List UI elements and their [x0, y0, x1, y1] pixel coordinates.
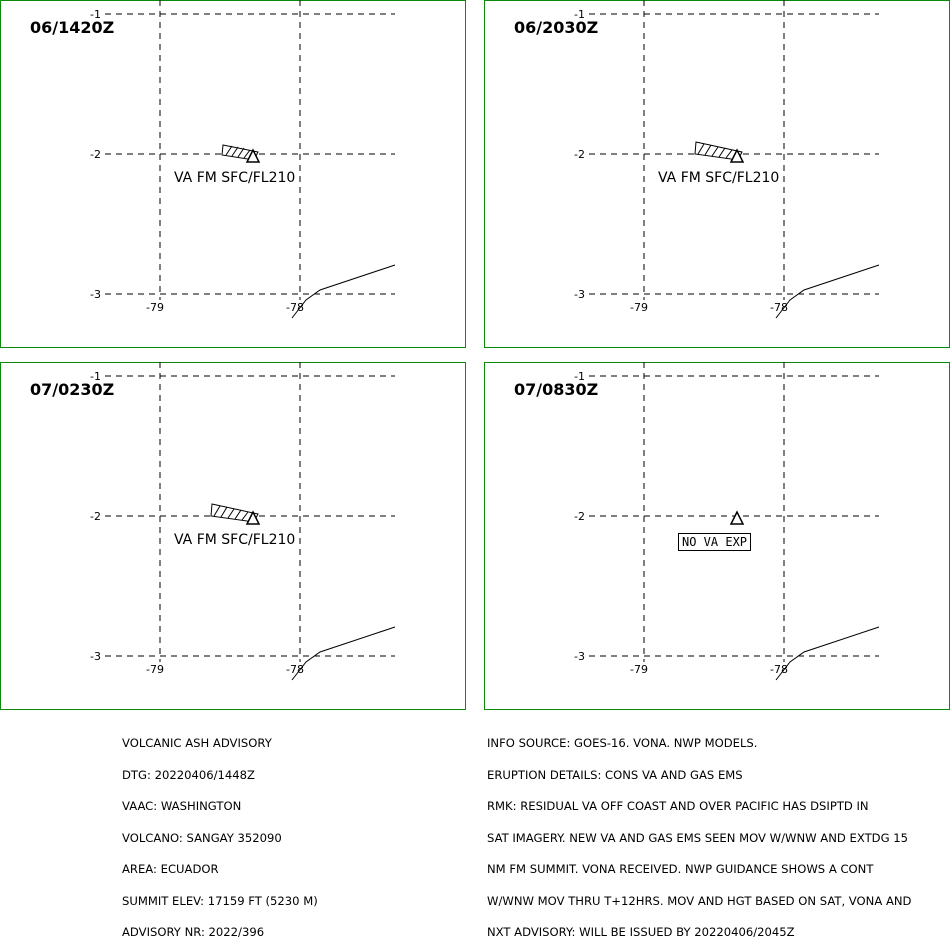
panel-frame — [0, 0, 466, 348]
coastline — [775, 264, 880, 319]
lon-tick-78: -78 — [286, 301, 304, 314]
ash-level-label: VA FM SFC/FL210 — [174, 170, 296, 186]
lat-tick-1: -1 — [574, 8, 585, 21]
ash-level-label: VA FM SFC/FL210 — [174, 532, 296, 548]
lon-tick-78: -78 — [286, 663, 304, 676]
lat-tick-2: -2 — [90, 510, 101, 523]
advisory-line: ERUPTION DETAILS: CONS VA AND GAS EMS — [487, 767, 743, 782]
advisory-line: SUMMIT ELEV: 17159 FT (5230 M) — [122, 893, 318, 908]
coastline — [775, 626, 880, 681]
coastline — [291, 626, 396, 681]
advisory-line: NXT ADVISORY: WILL BE ISSUED BY 20220406… — [487, 925, 795, 939]
lon-tick-79: -79 — [146, 301, 164, 314]
advisory-line: VOLCANO: SANGAY 352090 — [122, 830, 282, 845]
map-panel-1: -1 -2 -3 -79 -78 06/1420Z VA FM SFC/FL21… — [0, 0, 466, 349]
lat-tick-2: -2 — [574, 148, 585, 161]
lon-tick-79: -79 — [146, 663, 164, 676]
panel-valid-time: 07/0230Z — [30, 380, 115, 399]
advisory-line: VAAC: WASHINGTON — [122, 799, 242, 813]
lat-tick-2: -2 — [574, 510, 585, 523]
lon-tick-78: -78 — [770, 301, 788, 314]
map-canvas-1: -1 -2 -3 -79 -78 — [0, 0, 466, 348]
lon-tick-79: -79 — [630, 301, 648, 314]
map-panel-2: -1 -2 -3 -79 -78 06/2030Z VA FM SFC/FL21… — [484, 0, 950, 349]
ash-level-label: VA FM SFC/FL210 — [658, 170, 780, 186]
map-canvas-3: -1 -2 -3 -79 -78 — [0, 362, 466, 710]
lat-tick-3: -3 — [574, 288, 585, 301]
lat-tick-1: -1 — [574, 370, 585, 383]
volcano-icon — [245, 510, 261, 525]
advisory-header-block: VOLCANIC ASH ADVISORY DTG: 20220406/1448… — [122, 717, 318, 948]
lat-tick-1: -1 — [90, 8, 101, 21]
lon-tick-79: -79 — [630, 663, 648, 676]
panel-valid-time: 07/0830Z — [514, 380, 599, 399]
ash-hatch — [225, 145, 251, 159]
panel-valid-time: 06/1420Z — [30, 18, 115, 37]
coastline — [291, 264, 396, 319]
advisory-line: SAT IMAGERY. NEW VA AND GAS EMS SEEN MOV… — [487, 830, 909, 845]
advisory-line: NM FM SUMMIT. VONA RECEIVED. NWP GUIDANC… — [487, 862, 874, 876]
ash-hatch — [213, 505, 249, 521]
ash-hatch — [697, 143, 733, 159]
advisory-line: ADVISORY NR: 2022/396 — [122, 925, 265, 939]
map-panel-3: -1 -2 -3 -79 -78 07/0230Z VA FM SFC/FL21… — [0, 362, 466, 711]
volcano-icon — [729, 148, 745, 163]
lat-tick-1: -1 — [90, 370, 101, 383]
advisory-line: AREA: ECUADOR — [122, 862, 219, 876]
advisory-remarks-block: INFO SOURCE: GOES-16. VONA. NWP MODELS. … — [487, 717, 911, 948]
lat-tick-2: -2 — [90, 148, 101, 161]
lat-tick-3: -3 — [90, 650, 101, 663]
advisory-line: DTG: 20220406/1448Z — [122, 767, 255, 782]
lon-tick-78: -78 — [770, 663, 788, 676]
volcano-icon — [729, 510, 745, 525]
lat-tick-3: -3 — [574, 650, 585, 663]
panel-frame — [0, 362, 466, 710]
panel-valid-time: 06/2030Z — [514, 18, 599, 37]
advisory-line: RMK: RESIDUAL VA OFF COAST AND OVER PACI… — [487, 799, 869, 813]
advisory-line: INFO SOURCE: GOES-16. VONA. NWP MODELS. — [487, 736, 758, 750]
lat-tick-3: -3 — [90, 288, 101, 301]
no-va-expected-label: NO VA EXP — [678, 533, 752, 551]
volcano-icon — [245, 148, 261, 163]
advisory-line: VOLCANIC ASH ADVISORY — [122, 736, 272, 750]
advisory-line: W/WNW MOV THRU T+12HRS. MOV AND HGT BASE… — [487, 893, 912, 908]
